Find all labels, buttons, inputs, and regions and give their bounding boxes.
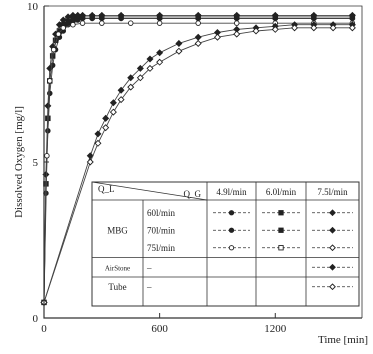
series-3-point: [74, 11, 82, 19]
series-4-point: [233, 20, 240, 26]
series-6-point: [109, 108, 117, 116]
legend-corner-diagonal: [91, 181, 208, 201]
series-6-point: [252, 27, 260, 35]
legend-row-label: 70l/min: [147, 225, 176, 235]
series-3-point: [55, 21, 63, 29]
series-3-point: [271, 11, 279, 19]
legend-row-label: 75l/min: [147, 243, 176, 253]
series-4-point: [99, 20, 105, 26]
series-3-point: [156, 11, 164, 19]
legend-sample-marker: [228, 245, 235, 251]
series-5-point: [194, 33, 202, 41]
series-3-point: [59, 16, 67, 24]
series-6-point: [233, 30, 241, 38]
series-5-point: [102, 114, 110, 122]
series-4: [41, 20, 356, 306]
series-5-point: [136, 64, 144, 72]
y-tick-label: 5: [33, 157, 39, 169]
series-4-point: [70, 21, 76, 28]
legend-group-label: AirStone: [105, 264, 130, 272]
series-6-point: [102, 124, 110, 132]
series-6-point: [213, 33, 221, 41]
series-5-point: [117, 86, 125, 94]
legend-row-label: –: [146, 262, 152, 272]
series-3-point: [98, 11, 106, 19]
series-6-point: [291, 24, 299, 32]
legend-group-label: Tube: [108, 282, 126, 292]
y-tick-label: 0: [33, 313, 39, 325]
series-5-point: [146, 55, 154, 63]
legend-table: Q_L Q_G 4.9l/min 6.0l/min 7.5l/min 60l/min 70l…: [91, 181, 360, 307]
legend-flow-column-header: 7.5l/min: [317, 187, 348, 197]
x-tick-label: 1200: [264, 323, 287, 335]
series-4-point: [55, 31, 62, 37]
x-axis-title: Time [min]: [318, 334, 368, 346]
legend-row-label: 60l/min: [147, 208, 176, 218]
series-3-point: [233, 11, 241, 19]
series-6-point: [146, 64, 154, 72]
legend-sample-marker: [278, 245, 284, 251]
series-6-point: [94, 139, 102, 147]
legend-sample-marker: [228, 227, 235, 233]
legend-flow-column-header: 6.0l/min: [266, 187, 297, 197]
legend-sample-marker: [329, 283, 336, 291]
x-tick-label: 600: [151, 323, 168, 335]
legend-sample-marker: [329, 263, 336, 271]
legend-flow-column-header: 4.9l/min: [216, 187, 247, 197]
series-6-point: [310, 24, 318, 32]
legend-group-label: MBG: [107, 225, 128, 235]
series-3-point: [44, 102, 52, 110]
series-3-point: [69, 11, 77, 19]
series-6-point: [194, 39, 202, 47]
series-6-point: [136, 74, 144, 82]
series-3-point: [88, 11, 96, 19]
series-3: [40, 11, 356, 306]
legend-sample-marker: [329, 244, 336, 252]
x-tick-label: 0: [41, 323, 47, 335]
series-6-point: [329, 24, 337, 32]
series-3-point: [117, 11, 125, 19]
series-6-point: [117, 96, 125, 104]
series-4-point: [127, 20, 134, 26]
series-6-point: [175, 47, 183, 55]
legend-corner-left: Q_L: [98, 184, 115, 194]
legend-corner-right: Q_G: [184, 189, 202, 199]
series-4-point: [79, 20, 86, 26]
series-3-point: [348, 11, 356, 19]
legend-sample-marker: [329, 209, 336, 217]
y-axis-title: Dissolved Oxygen [mg/l]: [13, 106, 25, 218]
series-6-point: [127, 83, 135, 91]
legend-sample-marker: [278, 210, 284, 216]
legend-sample-marker: [329, 226, 336, 234]
series-layer: [40, 11, 356, 306]
series-4-point: [50, 46, 57, 53]
ticks-layer: 0 600 1200 0 5 10: [27, 1, 287, 335]
legend-sample-marker: [228, 210, 235, 216]
series-4-point: [47, 78, 53, 84]
series-4-point: [60, 25, 67, 31]
series-6-point: [271, 25, 279, 33]
series-4-point: [195, 20, 201, 26]
legend-box: [91, 181, 360, 307]
series-6-point: [86, 158, 94, 166]
series-4-point: [156, 20, 163, 26]
series-3-point: [310, 11, 318, 19]
y-tick-label: 10: [27, 1, 39, 13]
series-6: [40, 24, 356, 306]
series-6-point: [348, 24, 356, 32]
series-5-point: [127, 74, 135, 82]
plot-frame-top-right: [44, 5, 363, 318]
series-4-line: [43, 22, 353, 303]
series-5-point: [175, 39, 183, 47]
legend-row-label: –: [146, 282, 152, 292]
series-5-point: [94, 130, 102, 138]
series-5-point: [109, 99, 117, 107]
series-4-point: [44, 153, 50, 159]
series-6-point: [156, 58, 164, 66]
series-3-point: [194, 11, 202, 19]
series-5-point: [156, 49, 164, 57]
legend-sample-marker: [278, 227, 284, 233]
series-3-point: [79, 11, 87, 19]
